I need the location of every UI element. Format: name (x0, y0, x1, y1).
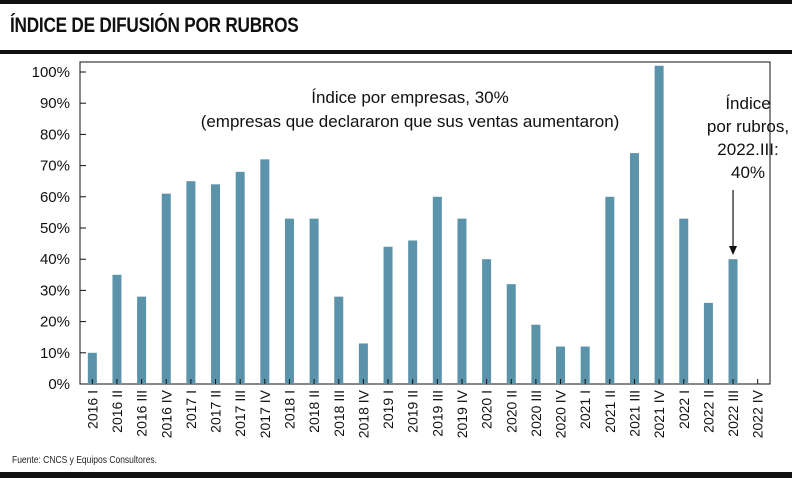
x-tick-label: 2021 III (626, 390, 642, 437)
x-tick-label: 2018 III (331, 390, 347, 437)
y-tick-label: 40% (40, 251, 70, 268)
x-tick-label: 2019 I (380, 390, 396, 429)
annotation-rubros-line: Índice (725, 94, 770, 113)
bar-2016-iii (137, 296, 147, 384)
bar-2017-iii (235, 171, 245, 384)
bar-2018-iii (334, 296, 344, 384)
x-tick-label: 2017 I (183, 390, 199, 429)
x-tick-label: 2021 IV (651, 389, 667, 438)
bar-2019-ii (408, 240, 418, 384)
y-tick-label: 60% (40, 189, 70, 206)
y-tick-label: 10% (40, 345, 70, 362)
bar-2021-ii (605, 196, 615, 384)
x-tick-label: 2022 I (676, 390, 692, 429)
bar-2018-iv (358, 343, 368, 384)
x-tick-label: 2016 IV (158, 389, 174, 438)
x-tick-label: 2017 IV (257, 389, 273, 438)
y-tick-label: 0% (48, 376, 70, 393)
x-tick-label: 2020 III (528, 390, 544, 437)
bottom-rule (0, 472, 792, 478)
bar-2018-i (284, 218, 294, 384)
x-tick-label: 2019 II (405, 390, 421, 433)
bar-2021-iii (629, 153, 639, 384)
bar-2017-i (186, 181, 196, 384)
x-tick-label: 2018 IV (355, 389, 371, 438)
x-tick-label: 2022 IV (750, 389, 766, 438)
x-tick-label: 2016 III (134, 390, 150, 437)
bar-2019-i (383, 246, 393, 384)
annotation-rubros-line: por rubros, (707, 117, 789, 136)
bar-2016-ii (112, 274, 122, 384)
source-note: Fuente: CNCS y Equipos Consultores. (12, 455, 158, 466)
x-tick-label: 2020 IV (553, 389, 569, 438)
bar-2022-i (679, 218, 689, 384)
bar-2020-ii (506, 284, 516, 384)
bar-2020-i (482, 259, 492, 384)
x-tick-label: 2022 III (725, 390, 741, 437)
bar-2020-iv (556, 346, 566, 384)
y-tick-label: 20% (40, 314, 70, 331)
bar-2019-iv (457, 218, 467, 384)
x-tick-label: 2021 I (577, 390, 593, 429)
x-tick-label: 2022 II (700, 390, 716, 433)
bar-2017-ii (211, 184, 221, 384)
page-title: ÍNDICE DE DIFUSIÓN POR RUBROS (10, 14, 299, 37)
bar-2021-iv (654, 65, 664, 384)
bar-2018-ii (309, 218, 319, 384)
x-tick-label: 2020 II (503, 390, 519, 433)
bar-2016-i (87, 352, 97, 384)
bar-2022-iii (728, 259, 738, 384)
bar-2019-iii (432, 196, 442, 384)
x-tick-label: 2020 I (479, 390, 495, 429)
bar-2016-iv (161, 193, 171, 384)
top-rule (0, 0, 792, 4)
y-tick-label: 90% (40, 95, 70, 112)
x-tick-label: 2019 III (429, 390, 445, 437)
x-tick-label: 2017 II (208, 390, 224, 433)
x-tick-label: 2018 I (281, 390, 297, 429)
y-tick-label: 70% (40, 158, 70, 175)
y-tick-label: 50% (40, 220, 70, 237)
x-tick-label: 2016 I (84, 390, 100, 429)
x-tick-label: 2019 IV (454, 389, 470, 438)
y-tick-label: 30% (40, 282, 70, 299)
bar-2022-ii (703, 302, 713, 384)
bar-2017-iv (260, 159, 270, 384)
annotation-empresas-line: (empresas que declararon que sus ventas … (201, 112, 620, 131)
y-tick-label: 80% (40, 126, 70, 143)
annotation-arrow-head (729, 246, 738, 255)
x-tick-label: 2018 II (306, 390, 322, 433)
annotation-rubros-line: 2022.III: (717, 140, 778, 159)
annotation-rubros-line: 40% (731, 163, 765, 182)
bar-2021-i (580, 346, 590, 384)
title-rule (0, 50, 792, 54)
x-tick-label: 2017 III (232, 390, 248, 437)
plot-frame (79, 61, 771, 385)
y-tick-label: 100% (32, 64, 70, 81)
bar-2020-iii (531, 324, 541, 384)
annotation-empresas-line: Índice por empresas, 30% (311, 88, 509, 107)
x-tick-label: 2021 II (602, 390, 618, 433)
x-tick-label: 2016 II (109, 390, 125, 433)
